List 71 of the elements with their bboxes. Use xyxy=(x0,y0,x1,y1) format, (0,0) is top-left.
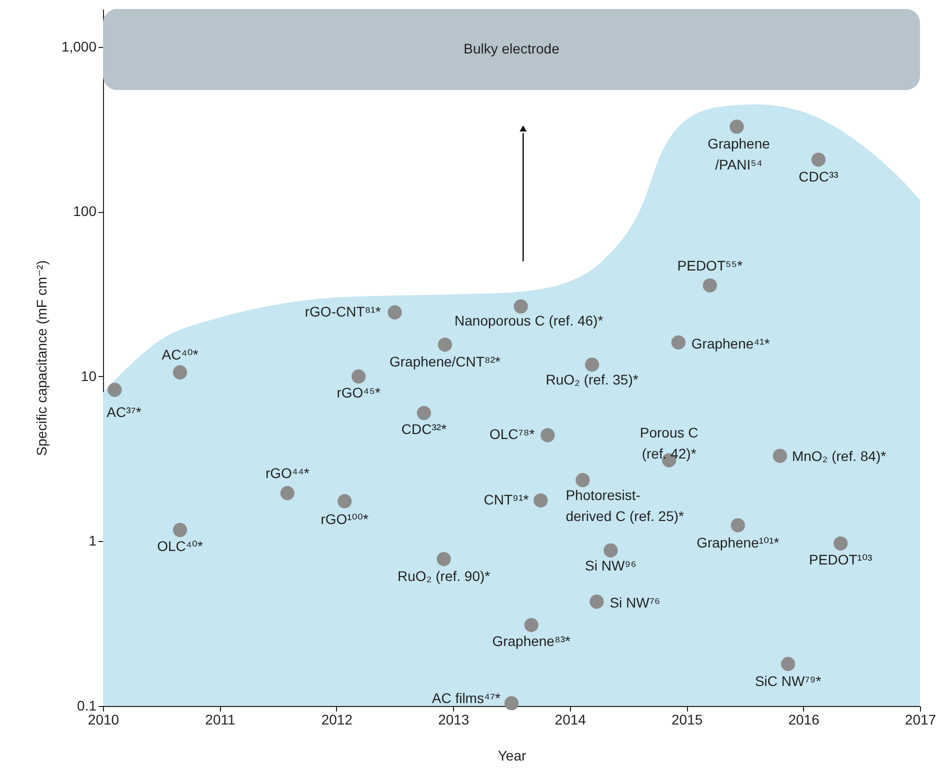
annotation: Graphene⁸³* xyxy=(492,633,572,650)
point xyxy=(438,338,452,352)
x-tick-label: 2016 xyxy=(788,712,820,728)
point xyxy=(702,278,717,292)
point xyxy=(388,305,402,320)
x-tick-label: 2012 xyxy=(321,712,353,728)
annotation: Nanoporous C (ref. 46)* xyxy=(454,312,604,328)
point xyxy=(811,152,826,167)
point xyxy=(338,494,352,508)
annotation: Graphene¹⁰¹* xyxy=(696,534,780,550)
annotation: SiC NW⁷⁹* xyxy=(754,672,822,689)
x-tick-label: 2015 xyxy=(671,712,703,728)
point xyxy=(108,382,122,397)
point xyxy=(172,365,188,380)
y-axis-title: Specific capacitance (mF cm⁻²) xyxy=(33,260,50,456)
point xyxy=(534,493,548,508)
point xyxy=(604,543,618,558)
annotation: Si NW⁹⁶ xyxy=(584,557,636,574)
annotation: rGO⁴⁵* xyxy=(336,384,382,400)
x-tick-label: 2017 xyxy=(904,712,936,728)
y-tick-label: 1 xyxy=(88,532,97,549)
annotation: RuO₂ (ref. 35)* xyxy=(546,372,639,388)
x-tick-label: 2014 xyxy=(554,712,586,728)
point xyxy=(590,594,604,609)
annotation: CDC³³ xyxy=(798,168,839,185)
x-axis-title: Year xyxy=(498,748,526,764)
annotation: rGO⁴⁴* xyxy=(265,465,310,482)
point xyxy=(671,335,686,350)
point xyxy=(436,552,451,566)
y-tick-label: 1,000 xyxy=(61,38,97,54)
point xyxy=(172,522,188,538)
annotation: Si NW⁷⁶ xyxy=(610,594,660,611)
point xyxy=(834,536,848,550)
point xyxy=(772,448,788,463)
annotation: Photoresist- derived C (ref. 25)* xyxy=(566,487,685,524)
point xyxy=(280,486,294,500)
x-tick-label: 2013 xyxy=(438,712,470,728)
annotation: PEDOT⁵⁵* xyxy=(677,257,744,274)
point xyxy=(524,618,538,632)
point xyxy=(730,120,744,134)
point xyxy=(584,358,600,372)
annotation: Graphene/CNT⁸²* xyxy=(389,354,501,370)
point xyxy=(576,473,590,488)
point xyxy=(504,696,519,710)
annotation: Graphene⁴¹* xyxy=(691,335,770,352)
annotation: OLC⁴⁰* xyxy=(157,538,204,554)
annotation: Porous C (ref. 42)* xyxy=(640,424,698,462)
y-tick-label: 100 xyxy=(73,203,97,220)
annotation: AC⁴⁰* xyxy=(162,346,199,362)
annotation: RuO₂ (ref. 90)* xyxy=(398,568,491,584)
point xyxy=(730,518,745,532)
point xyxy=(352,369,366,384)
y-tick-label: 10 xyxy=(80,368,97,384)
annotation: AC³⁷* xyxy=(106,404,142,420)
annotation: Graphene /PANI⁵⁴ xyxy=(708,136,770,173)
annotation: CNT⁹¹* xyxy=(484,491,530,508)
x-tick-label: 2010 xyxy=(88,712,120,728)
x-tick-label: 2011 xyxy=(205,712,236,728)
annotation: PEDOT¹⁰³ xyxy=(809,551,873,568)
point xyxy=(514,299,528,314)
band-label: Bulky electrode xyxy=(464,40,560,57)
annotation: OLC⁷⁸* xyxy=(489,426,536,442)
annotation: rGO¹⁰⁰* xyxy=(320,511,370,528)
point xyxy=(416,406,432,420)
annotation: rGO-CNT⁸¹* xyxy=(304,303,382,320)
annotation: AC films⁴⁷* xyxy=(432,690,502,706)
annotation: CDC³²* xyxy=(401,421,448,438)
point xyxy=(781,656,796,671)
annotation: MnO₂ (ref. 84)* xyxy=(792,448,887,464)
point xyxy=(540,428,555,442)
y-tick-label: 0.1 xyxy=(77,698,97,714)
